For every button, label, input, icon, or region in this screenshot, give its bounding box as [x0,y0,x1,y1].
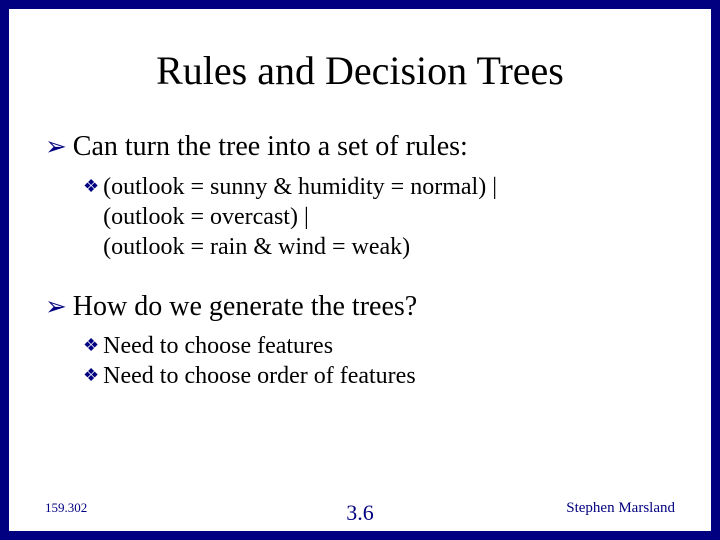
bullet-level1-2-text: How do we generate the trees? [73,290,417,324]
rule-line3: (outlook = rain & wind = weak) [103,234,410,260]
features-text: Need to choose features [103,331,333,361]
arrow-icon: ➢ [45,130,67,163]
slide-title: Rules and Decision Trees [45,47,675,94]
bullet-level2-rule: ❖ (outlook = sunny & humidity = normal) … [83,172,675,262]
bullet-level1-2: ➢ How do we generate the trees? [45,290,675,324]
bullet-level1-1-text: Can turn the tree into a set of rules: [73,130,468,164]
order-text: Need to choose order of features [103,361,416,391]
rule-text: (outlook = sunny & humidity = normal) | … [103,172,497,262]
rule-line2: (outlook = overcast) | [103,204,309,230]
rule-line1: (outlook = sunny & humidity = normal) | [103,174,497,200]
diamond-icon: ❖ [83,331,99,360]
slide-footer: 159.302 3.6 Stephen Marsland [45,500,675,517]
footer-author: Stephen Marsland [566,500,675,517]
diamond-icon: ❖ [83,361,99,390]
bullet-level1-1: ➢ Can turn the tree into a set of rules: [45,130,675,164]
bullet-level2-features: ❖ Need to choose features [83,331,675,361]
footer-course-code: 159.302 [45,500,87,516]
bullet-level2-order: ❖ Need to choose order of features [83,361,675,391]
slide: Rules and Decision Trees ➢ Can turn the … [9,9,711,531]
diamond-icon: ❖ [83,172,99,201]
footer-slide-number: 3.6 [346,500,374,526]
spacer [45,262,675,290]
arrow-icon: ➢ [45,290,67,323]
